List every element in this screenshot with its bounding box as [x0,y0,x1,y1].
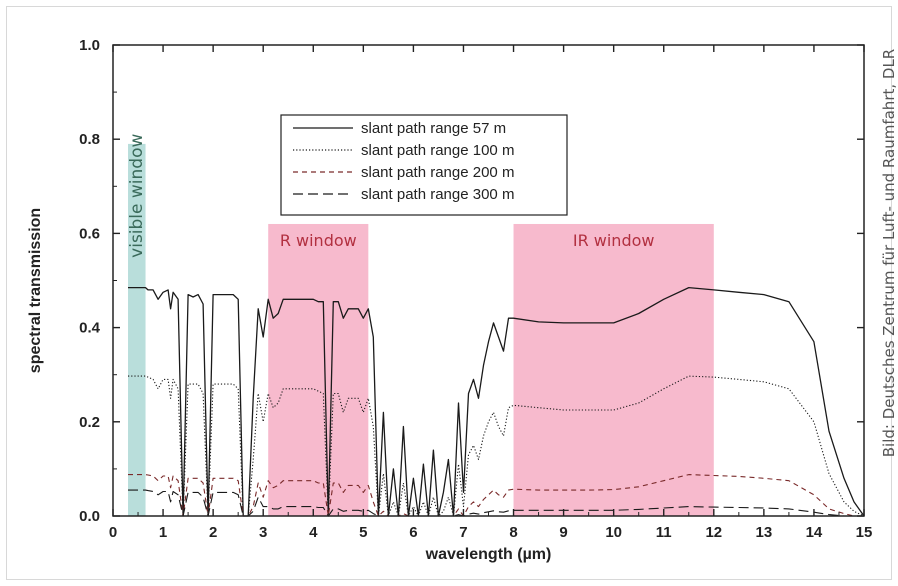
legend-label: slant path range 100 m [361,142,514,159]
window-label: IR window [573,231,655,250]
series-line [128,375,865,517]
x-tick-label: 2 [209,524,217,541]
y-tick-label: 0.4 [79,320,101,337]
series-line [128,489,864,517]
legend-box [280,114,568,216]
y-tick-label: 0.8 [79,131,100,148]
x-tick-label: 15 [856,524,873,541]
x-tick-label: 5 [359,524,367,541]
x-tick-label: 13 [756,524,773,541]
y-tick-label: 1.0 [79,37,100,54]
legend-label: slant path range 300 m [361,186,514,203]
image-credit: Bild: Deutsches Zentrum für Luft- und Ra… [880,48,898,458]
y-tick-label: 0.0 [79,508,100,525]
x-tick-label: 11 [656,524,672,541]
legend-label: slant path range 57 m [361,120,506,137]
x-tick-label: 14 [806,524,823,541]
x-tick-label: 1 [159,524,167,541]
window-band [268,223,369,517]
window-label: R window [280,231,357,250]
y-tick-label: 0.6 [79,225,100,242]
y-axis-label: spectral transmission [27,208,44,373]
x-tick-label: 12 [705,524,722,541]
x-tick-label: 0 [109,524,117,541]
x-tick-label: 10 [605,524,622,541]
series-line [128,474,864,517]
series-line [128,286,865,517]
window-label: visible window [127,134,147,258]
x-tick-label: 9 [559,524,567,541]
x-axis-label: wavelength (µm) [425,546,552,563]
x-tick-label: 6 [409,524,417,541]
x-tick-label: 3 [259,524,267,541]
x-tick-label: 4 [309,524,318,541]
window-band [128,143,146,516]
window-band [513,223,714,517]
x-tick-label: 7 [459,524,467,541]
legend-label: slant path range 200 m [361,164,514,181]
y-tick-label: 0.2 [79,414,100,431]
x-tick-label: 8 [509,524,517,541]
